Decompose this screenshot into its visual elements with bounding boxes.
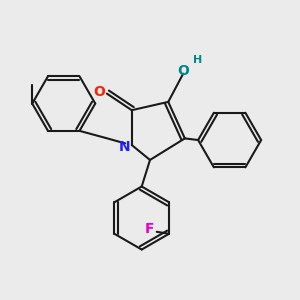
Text: O: O	[94, 85, 106, 99]
Text: H: H	[193, 56, 203, 65]
Text: O: O	[177, 64, 189, 78]
Text: N: N	[118, 140, 130, 154]
Text: F: F	[145, 223, 154, 236]
